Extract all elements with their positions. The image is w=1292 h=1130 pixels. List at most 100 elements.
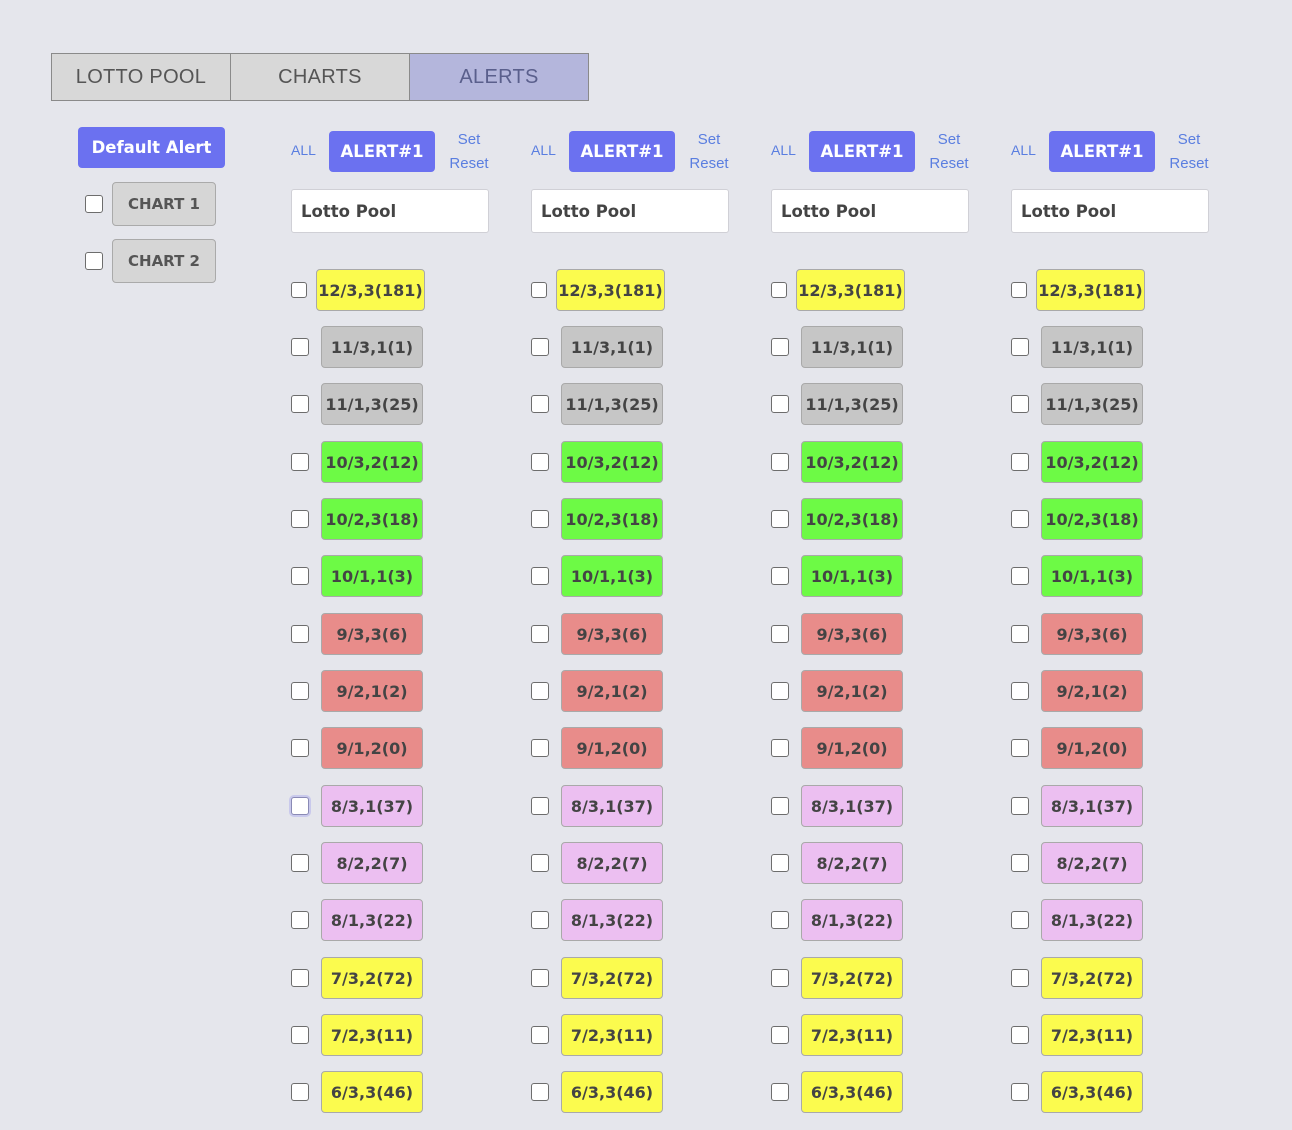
alert-item-checkbox[interactable] xyxy=(771,854,789,872)
alert-item-checkbox[interactable] xyxy=(1011,395,1029,413)
alert-item-checkbox[interactable] xyxy=(1011,338,1029,356)
alert-item-button[interactable]: 11/1,3(25) xyxy=(801,383,903,425)
reset-link[interactable]: Reset xyxy=(929,155,969,172)
alert-item-button[interactable]: 10/3,2(12) xyxy=(801,441,903,483)
pool-select-input[interactable]: Lotto Pool xyxy=(1011,189,1209,233)
alert-item-button[interactable]: 10/3,2(12) xyxy=(321,441,423,483)
alert-item-button[interactable]: 9/1,2(0) xyxy=(1041,727,1143,769)
set-link[interactable]: Set xyxy=(457,131,481,148)
select-all-link[interactable]: ALL xyxy=(531,142,556,158)
alert-item-button[interactable]: 7/3,2(72) xyxy=(561,957,663,999)
alert-item-checkbox[interactable] xyxy=(531,797,549,815)
alert-item-checkbox[interactable] xyxy=(1011,510,1029,528)
alert-item-checkbox[interactable] xyxy=(291,969,309,987)
alert-item-button[interactable]: 7/3,2(72) xyxy=(801,957,903,999)
chart-1-checkbox[interactable] xyxy=(85,195,103,213)
alert-item-checkbox[interactable] xyxy=(771,911,789,929)
select-all-link[interactable]: ALL xyxy=(291,142,316,158)
tab-alerts[interactable]: ALERTS xyxy=(410,53,589,101)
alert-item-checkbox[interactable] xyxy=(291,510,309,528)
tab-charts[interactable]: CHARTS xyxy=(231,53,410,101)
alert-item-checkbox[interactable] xyxy=(1011,969,1029,987)
alert-item-checkbox[interactable] xyxy=(771,395,789,413)
alert-item-checkbox[interactable] xyxy=(1011,797,1029,815)
chart-2-checkbox[interactable] xyxy=(85,252,103,270)
alert-item-button[interactable]: 11/3,1(1) xyxy=(321,326,423,368)
alert-item-checkbox[interactable] xyxy=(531,1026,549,1044)
alert-item-checkbox[interactable] xyxy=(771,1083,789,1101)
alert-item-checkbox[interactable] xyxy=(291,854,309,872)
alert-item-button[interactable]: 10/1,1(3) xyxy=(1041,555,1143,597)
alert-item-checkbox[interactable] xyxy=(291,625,309,643)
alert-item-button[interactable]: 8/1,3(22) xyxy=(321,899,423,941)
alert-item-button[interactable]: 9/3,3(6) xyxy=(321,613,423,655)
alert-item-button[interactable]: 8/3,1(37) xyxy=(1041,785,1143,827)
alert-item-button[interactable]: 10/2,3(18) xyxy=(1041,498,1143,540)
alert-item-button[interactable]: 9/1,2(0) xyxy=(561,727,663,769)
alert-item-checkbox[interactable] xyxy=(1011,682,1029,700)
alert-item-checkbox[interactable] xyxy=(291,567,309,585)
alert-item-checkbox[interactable] xyxy=(1011,854,1029,872)
reset-link[interactable]: Reset xyxy=(1169,155,1209,172)
alert-item-checkbox[interactable] xyxy=(291,1026,309,1044)
alert-item-button[interactable]: 12/3,3(181) xyxy=(316,269,425,311)
pool-select-input[interactable]: Lotto Pool xyxy=(531,189,729,233)
alert-item-checkbox[interactable] xyxy=(531,282,547,298)
alert-item-button[interactable]: 6/3,3(46) xyxy=(321,1071,423,1113)
alert-item-checkbox[interactable] xyxy=(291,1083,309,1101)
alert-item-button[interactable]: 6/3,3(46) xyxy=(801,1071,903,1113)
alert-item-button[interactable]: 10/2,3(18) xyxy=(801,498,903,540)
alert-item-checkbox[interactable] xyxy=(531,510,549,528)
alert-item-button[interactable]: 6/3,3(46) xyxy=(1041,1071,1143,1113)
alert-item-checkbox[interactable] xyxy=(771,567,789,585)
alert-item-checkbox[interactable] xyxy=(291,739,309,757)
chart-2-button[interactable]: CHART 2 xyxy=(112,239,216,283)
alert-item-button[interactable]: 11/1,3(25) xyxy=(1041,383,1143,425)
alert-item-button[interactable]: 8/1,3(22) xyxy=(1041,899,1143,941)
alert-item-button[interactable]: 8/1,3(22) xyxy=(801,899,903,941)
alert-item-button[interactable]: 11/1,3(25) xyxy=(561,383,663,425)
alert-item-button[interactable]: 11/3,1(1) xyxy=(561,326,663,368)
alert-item-checkbox[interactable] xyxy=(291,797,309,815)
alert-item-button[interactable]: 9/2,1(2) xyxy=(561,670,663,712)
alert-item-checkbox[interactable] xyxy=(1011,739,1029,757)
pool-select-input[interactable]: Lotto Pool xyxy=(291,189,489,233)
alert-item-checkbox[interactable] xyxy=(531,969,549,987)
alert-item-checkbox[interactable] xyxy=(531,338,549,356)
alert-item-checkbox[interactable] xyxy=(291,338,309,356)
alert-item-button[interactable]: 11/3,1(1) xyxy=(1041,326,1143,368)
alert-item-checkbox[interactable] xyxy=(1011,911,1029,929)
alert-item-button[interactable]: 8/2,2(7) xyxy=(1041,842,1143,884)
alert-item-button[interactable]: 7/2,3(11) xyxy=(321,1014,423,1056)
alert-item-checkbox[interactable] xyxy=(771,969,789,987)
alert-item-button[interactable]: 9/2,1(2) xyxy=(321,670,423,712)
alert-item-button[interactable]: 8/1,3(22) xyxy=(561,899,663,941)
alert-item-button[interactable]: 8/3,1(37) xyxy=(801,785,903,827)
alert-item-checkbox[interactable] xyxy=(1011,282,1027,298)
alert-item-button[interactable]: 9/3,3(6) xyxy=(1041,613,1143,655)
alert-item-checkbox[interactable] xyxy=(771,797,789,815)
alert-item-checkbox[interactable] xyxy=(771,739,789,757)
alert-item-button[interactable]: 9/3,3(6) xyxy=(561,613,663,655)
alert-item-checkbox[interactable] xyxy=(1011,1026,1029,1044)
alert-item-checkbox[interactable] xyxy=(771,1026,789,1044)
alert-item-button[interactable]: 10/1,1(3) xyxy=(321,555,423,597)
set-link[interactable]: Set xyxy=(937,131,961,148)
alert-item-checkbox[interactable] xyxy=(771,282,787,298)
chart-1-button[interactable]: CHART 1 xyxy=(112,182,216,226)
alert-item-button[interactable]: 10/2,3(18) xyxy=(561,498,663,540)
alert-button[interactable]: ALERT#1 xyxy=(569,131,675,172)
tab-lotto-pool[interactable]: LOTTO POOL xyxy=(51,53,231,101)
set-link[interactable]: Set xyxy=(1177,131,1201,148)
alert-item-checkbox[interactable] xyxy=(531,395,549,413)
alert-item-button[interactable]: 11/3,1(1) xyxy=(801,326,903,368)
reset-link[interactable]: Reset xyxy=(689,155,729,172)
alert-item-button[interactable]: 10/3,2(12) xyxy=(1041,441,1143,483)
alert-item-checkbox[interactable] xyxy=(1011,567,1029,585)
alert-item-button[interactable]: 11/1,3(25) xyxy=(321,383,423,425)
alert-item-button[interactable]: 7/2,3(11) xyxy=(1041,1014,1143,1056)
alert-item-button[interactable]: 9/1,2(0) xyxy=(321,727,423,769)
alert-item-button[interactable]: 12/3,3(181) xyxy=(556,269,665,311)
alert-item-button[interactable]: 7/3,2(72) xyxy=(1041,957,1143,999)
alert-item-button[interactable]: 8/2,2(7) xyxy=(321,842,423,884)
